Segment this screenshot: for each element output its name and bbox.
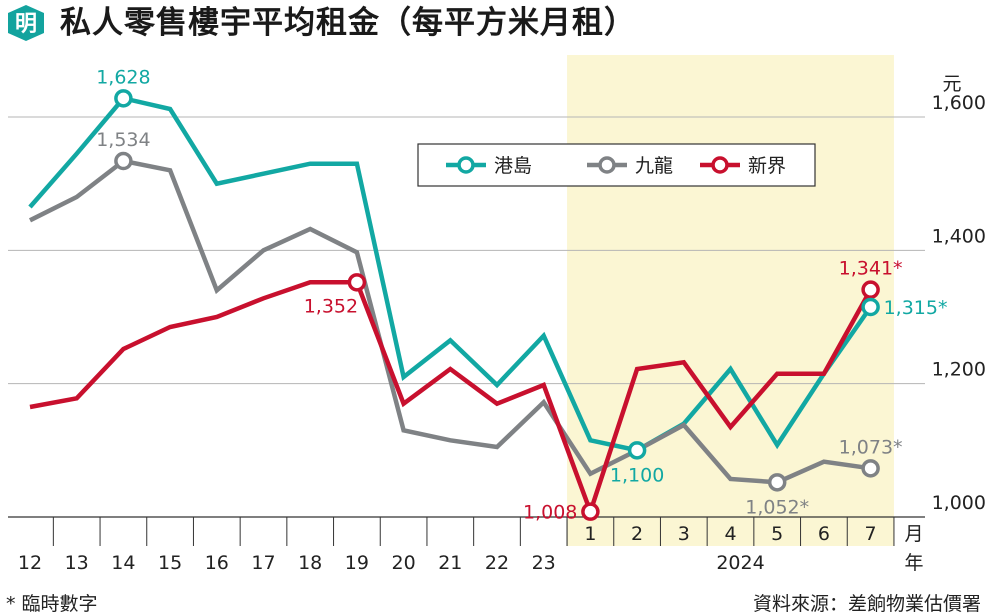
- data-label: 1,628: [96, 66, 150, 88]
- data-point-marker: [861, 280, 880, 299]
- data-point-marker: [114, 151, 133, 171]
- x-unit-year: 年: [904, 552, 923, 574]
- legend-entry-label: 港島: [494, 155, 532, 177]
- data-point-marker: [767, 473, 787, 492]
- marker-layer: [114, 89, 880, 521]
- x-tick-label: 6: [818, 523, 830, 545]
- data-label-layer: 1,628 1,534 1,352 1,008 1,100 1,052* 1,073* 1,3…: [96, 66, 947, 523]
- series-line-3: [29, 280, 873, 519]
- series-line-1: [28, 95, 873, 453]
- y-tick-label: 1,600: [932, 92, 986, 114]
- data-point-marker: [581, 502, 600, 521]
- data-label: 1,534: [96, 129, 150, 151]
- y-tick-label: 1,400: [932, 225, 986, 247]
- data-point-marker: [347, 273, 367, 292]
- data-label: 1,008: [523, 502, 577, 524]
- legend-swatch-marker: [598, 156, 616, 174]
- x-tick-label: 22: [485, 552, 509, 574]
- legend-swatch-marker: [457, 156, 475, 174]
- x-tick-label: 1: [584, 523, 596, 545]
- x-tick-label: 18: [298, 552, 322, 574]
- data-label: 1,352: [304, 295, 358, 317]
- y-unit-label: 元: [942, 73, 961, 95]
- legend-entry-label: 九龍: [635, 155, 673, 177]
- legend-entry-label: 新界: [748, 155, 786, 177]
- x-tick-label: 17: [251, 552, 275, 574]
- x-tick-label: 13: [65, 552, 89, 574]
- x-tick-label: 21: [438, 552, 462, 574]
- x-tick-label: 23: [532, 552, 556, 574]
- data-point-marker: [114, 89, 133, 108]
- series-line-2: [28, 158, 871, 485]
- x-tick-label: 19: [345, 552, 369, 574]
- chart-title: 私人零售樓宇平均租金（每平方米月租）: [60, 5, 636, 41]
- series-layer: [28, 95, 873, 519]
- data-label: 1,100: [610, 464, 664, 486]
- logo-text: 明: [15, 12, 37, 37]
- x-tick-label: 12: [18, 552, 42, 574]
- data-label: 1,341*: [839, 258, 903, 280]
- legend: 港島 九龍 新界: [417, 143, 816, 187]
- footnote-provisional: * 臨時數字: [6, 593, 98, 615]
- data-point-marker: [627, 441, 647, 460]
- data-point-marker: [861, 459, 880, 478]
- x-tick-label: 14: [111, 552, 135, 574]
- x-tick-label: 20: [392, 552, 416, 574]
- x-tick-label: 5: [771, 523, 783, 545]
- x-tick-label: 7: [865, 523, 877, 545]
- x-tick-label: 3: [678, 523, 690, 545]
- x-tick-label: 16: [205, 552, 229, 574]
- x-year-label: 2024: [716, 552, 764, 574]
- x-tick-label: 4: [724, 523, 736, 545]
- y-tick-label: 1,200: [932, 359, 986, 381]
- ming-pao-logo-icon: 明: [8, 5, 44, 41]
- data-label: 1,073*: [839, 436, 903, 458]
- legend-swatch-marker: [711, 156, 729, 174]
- x-tick-label: 2: [631, 523, 643, 545]
- source-note: 資料來源：差餉物業估價署: [752, 593, 981, 615]
- y-tick-label: 1,000: [932, 492, 986, 514]
- x-unit-month: 月: [904, 523, 923, 545]
- data-label: 1,052*: [745, 496, 809, 518]
- chart-header: 明 私人零售樓宇平均租金（每平方米月租）: [0, 0, 991, 46]
- data-label: 1,315*: [884, 297, 948, 319]
- data-point-marker: [861, 297, 880, 317]
- x-tick-label: 15: [158, 552, 182, 574]
